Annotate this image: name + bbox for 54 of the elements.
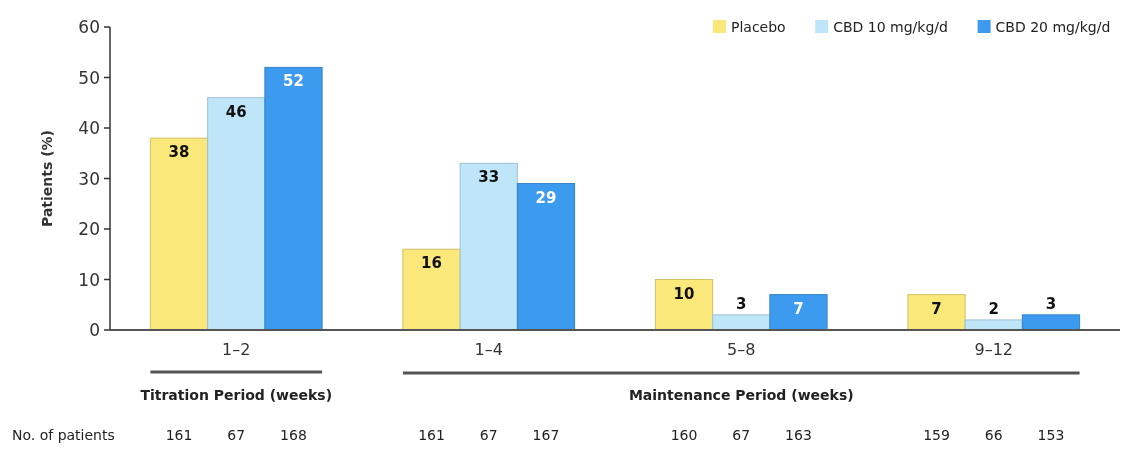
- y-tick-label: 10: [78, 269, 100, 290]
- data-label: 29: [535, 188, 557, 207]
- legend-label: CBD 20 mg/kg/d: [995, 19, 1111, 35]
- bar: [907, 294, 966, 331]
- bar: [207, 97, 266, 331]
- text: No. of patients: [12, 427, 115, 443]
- text: Titration Period (weeks): [140, 387, 333, 403]
- text: 168: [280, 427, 307, 443]
- text: 67: [227, 427, 246, 443]
- y-tick-label: 40: [78, 118, 100, 138]
- text: Maintenance Period (weeks): [628, 387, 854, 403]
- text: 167: [532, 427, 560, 443]
- text: 160: [670, 427, 698, 443]
- bar: [402, 248, 461, 331]
- x-tick-label: 9–12: [974, 340, 1014, 359]
- bar: [1021, 314, 1081, 331]
- legend-label: CBD 10 mg/kg/d: [833, 19, 948, 35]
- x-tick-label: 5–8: [727, 340, 756, 359]
- text: 163: [785, 427, 812, 443]
- data-label: 16: [421, 254, 442, 273]
- bar: [654, 279, 714, 331]
- bar: [516, 183, 576, 331]
- y-tick-label: 60: [78, 17, 100, 37]
- data-label: 46: [225, 102, 247, 121]
- bar: [712, 314, 771, 331]
- text: 67: [732, 427, 751, 443]
- text: 161: [165, 427, 193, 443]
- data-label: 38: [168, 143, 190, 162]
- data-label: 3: [736, 294, 747, 313]
- data-label: 7: [793, 299, 804, 318]
- bar: [149, 137, 209, 331]
- y-tick-label: 20: [78, 219, 100, 239]
- bar: [964, 319, 1023, 331]
- data-label: 7: [931, 299, 942, 318]
- text: 159: [923, 427, 950, 443]
- y-tick-label: 30: [78, 168, 100, 189]
- data-label: 2: [988, 299, 999, 318]
- bar: [459, 162, 518, 331]
- data-label: 10: [673, 284, 695, 303]
- legend-label: Placebo: [731, 19, 786, 35]
- bar: [769, 294, 828, 331]
- y-tick-label: 0: [89, 320, 100, 340]
- data-label: 3: [1045, 294, 1057, 313]
- y-tick-label: 50: [78, 67, 100, 88]
- bar: [264, 66, 323, 331]
- text: 67: [479, 427, 498, 443]
- data-label: 52: [283, 72, 304, 91]
- x-tick-label: 1–4: [474, 340, 503, 359]
- text: 161: [418, 427, 445, 443]
- text: 153: [1037, 427, 1065, 443]
- text: 66: [984, 427, 1003, 443]
- data-label: 33: [478, 168, 500, 187]
- y-axis-title: Patients (%): [39, 129, 55, 228]
- x-tick-label: 1–2: [222, 340, 251, 359]
